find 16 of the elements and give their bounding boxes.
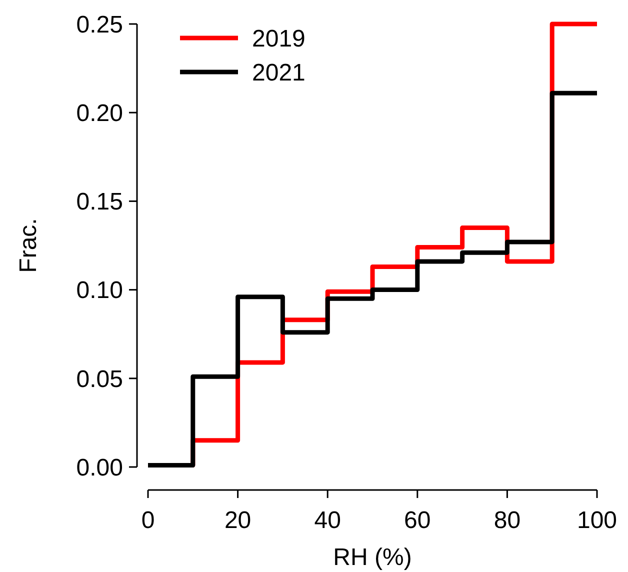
y-tick-label: 0.15 bbox=[76, 188, 123, 216]
y-tick-label: 0.20 bbox=[76, 100, 123, 127]
x-tick-label: 40 bbox=[314, 507, 341, 534]
y-tick-label: 0.05 bbox=[76, 366, 123, 393]
y-axis-title: Frac. bbox=[15, 218, 42, 273]
y-tick-label: 0.00 bbox=[76, 454, 123, 482]
x-tick-label: 0 bbox=[141, 507, 155, 534]
x-axis-title: RH (%) bbox=[333, 544, 412, 571]
x-tick-label: 100 bbox=[576, 507, 618, 534]
x-tick-label: 80 bbox=[494, 507, 521, 534]
y-tick-label: 0.10 bbox=[76, 277, 123, 304]
legend-label: 2019 bbox=[252, 25, 306, 52]
y-tick-label: 0.25 bbox=[76, 11, 123, 38]
legend-label: 2021 bbox=[252, 59, 306, 86]
x-tick-label: 60 bbox=[404, 507, 431, 534]
x-tick-label: 20 bbox=[224, 507, 252, 534]
